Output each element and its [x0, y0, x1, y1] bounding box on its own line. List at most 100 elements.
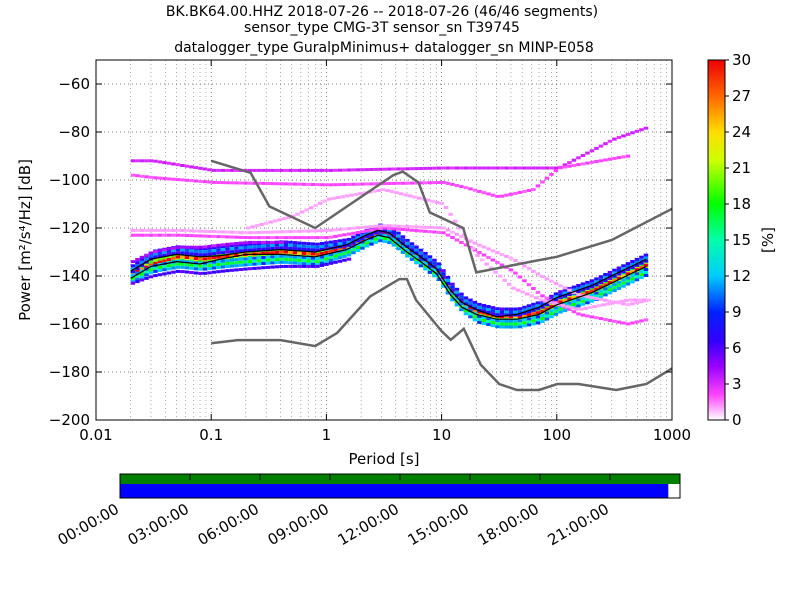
- density-cell: [306, 168, 311, 172]
- density-cell: [601, 303, 606, 307]
- density-cell: [571, 291, 577, 294]
- density-cell: [288, 240, 293, 244]
- density-cell: [513, 310, 518, 314]
- density-cell: [454, 303, 460, 307]
- density-cell: [130, 276, 136, 280]
- density-cell: [184, 256, 190, 260]
- density-cell: [414, 248, 419, 252]
- density-cell: [598, 285, 604, 289]
- density-cell: [171, 233, 176, 237]
- density-cell: [180, 270, 185, 274]
- density-cell: [612, 274, 617, 278]
- density-cell: [495, 325, 500, 329]
- density-cell: [387, 238, 392, 242]
- density-cell: [423, 181, 428, 185]
- density-cell: [301, 256, 307, 260]
- density-cell: [189, 234, 194, 238]
- density-cell: [551, 301, 557, 305]
- density-cell: [274, 168, 280, 172]
- density-cell: [306, 182, 311, 186]
- density-cell: [279, 250, 284, 254]
- density-cell: [625, 154, 631, 158]
- density-cell: [288, 261, 293, 265]
- density-cell: [373, 182, 379, 186]
- density-cell: [274, 246, 280, 250]
- density-cell: [265, 265, 271, 269]
- density-cell: [328, 253, 334, 256]
- density-cell: [409, 181, 415, 185]
- density-cell: [297, 261, 302, 265]
- density-cell: [594, 146, 599, 150]
- density-cell: [229, 268, 235, 272]
- density-cell: [153, 159, 158, 163]
- density-cell: [576, 312, 581, 316]
- density-cell: [508, 325, 514, 329]
- density-cell: [265, 236, 271, 240]
- density-cell: [612, 278, 617, 282]
- density-cell: [562, 294, 568, 298]
- density-cell: [310, 183, 316, 186]
- density-cell: [526, 323, 532, 327]
- x-tick-label: 0.01: [79, 426, 112, 444]
- density-cell: [306, 248, 311, 252]
- density-cell: [216, 270, 221, 274]
- density-cell: [504, 313, 509, 317]
- density-cell: [243, 249, 248, 252]
- density-cell: [441, 180, 446, 184]
- density-cell: [603, 279, 608, 282]
- density-cell: [337, 234, 343, 238]
- density-cell: [274, 258, 280, 262]
- timeline-tick-label: 12:00:00: [335, 500, 402, 549]
- density-cell: [324, 183, 329, 187]
- density-cell: [144, 228, 149, 232]
- density-cell: [369, 239, 374, 243]
- density-cell: [441, 231, 446, 235]
- density-cell: [315, 245, 320, 249]
- density-cell: [342, 251, 347, 255]
- density-cell: [441, 226, 446, 230]
- density-cell: [189, 252, 194, 256]
- density-cell: [153, 233, 158, 237]
- density-cell: [369, 182, 374, 186]
- density-cell: [641, 298, 647, 302]
- density-cell: [517, 315, 523, 319]
- density-cell: [274, 265, 280, 269]
- density-cell: [184, 270, 190, 274]
- density-cell: [632, 298, 638, 302]
- density-cell: [373, 237, 379, 241]
- density-cell: [405, 244, 410, 248]
- density-cell: [265, 168, 271, 172]
- density-cell: [220, 181, 226, 185]
- density-cell: [360, 234, 365, 238]
- density-cell: [301, 262, 307, 266]
- density-cell: [319, 168, 325, 172]
- density-cell: [328, 261, 334, 265]
- density-cell: [436, 230, 442, 234]
- density-cell: [252, 259, 257, 263]
- density-cell: [139, 275, 145, 279]
- density-cell: [171, 263, 176, 267]
- density-cell: [310, 259, 316, 263]
- density-cell: [459, 295, 464, 299]
- density-cell: [562, 305, 568, 309]
- density-cell: [252, 248, 257, 252]
- density-cell: [468, 166, 473, 170]
- density-cell: [175, 262, 181, 266]
- density-cell: [630, 263, 635, 266]
- density-cell: [643, 256, 649, 260]
- density-cell: [247, 231, 253, 235]
- density-cell: [513, 271, 518, 275]
- density-cell: [486, 256, 491, 259]
- density-cell: [337, 168, 343, 172]
- density-cell: [211, 249, 217, 253]
- density-cell: [373, 240, 379, 244]
- density-cell: [562, 163, 568, 167]
- density-cell: [283, 264, 289, 268]
- density-cell: [481, 310, 487, 313]
- density-cell: [603, 318, 608, 321]
- density-cell: [466, 240, 471, 244]
- timeline-tick-label: 15:00:00: [405, 500, 472, 549]
- density-cell: [504, 319, 509, 323]
- density-cell: [607, 299, 613, 303]
- density-cell: [207, 180, 212, 184]
